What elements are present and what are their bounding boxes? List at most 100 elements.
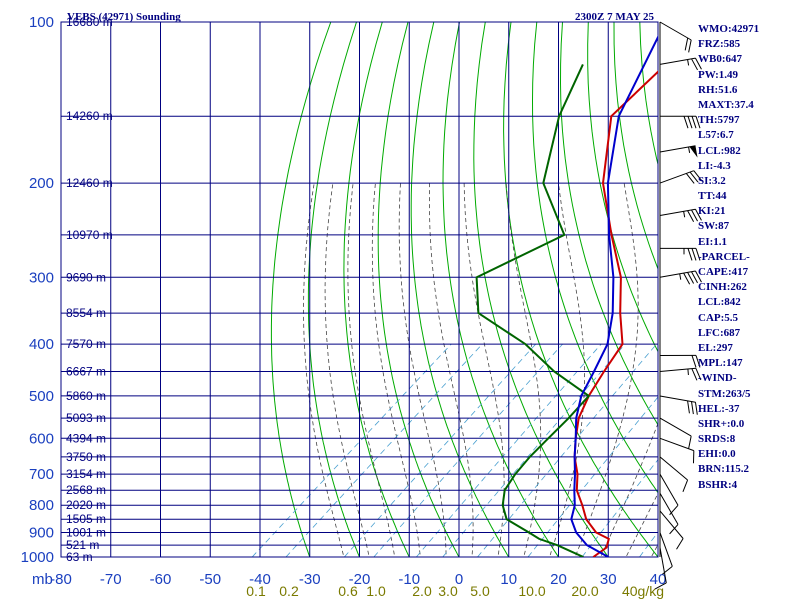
moist-adiabat	[398, 183, 447, 557]
barb-flag	[687, 272, 695, 284]
index-item: KI:21	[698, 205, 726, 218]
temperature-tick-label: -20	[349, 571, 371, 588]
pressure-tick-label: 900	[29, 525, 54, 542]
mixing-ratio-label: 2.0	[412, 583, 432, 599]
barb-half-flag	[687, 59, 690, 66]
index-item: BSHR:4	[698, 478, 738, 491]
wind-barb	[659, 247, 701, 261]
barb-flag	[691, 271, 698, 284]
pressure-tick-label: 500	[29, 388, 54, 405]
barb-flag	[691, 368, 698, 381]
barb-flag	[691, 116, 697, 129]
index-item: BRN:115.2	[698, 463, 750, 476]
profile-temperature	[573, 70, 658, 557]
barb-shaft	[659, 395, 696, 403]
chart-time: 2300Z 7 MAY 25	[575, 11, 654, 23]
profile-parcel	[570, 34, 658, 557]
mixing-ratio-label: 40g/kg	[622, 583, 664, 599]
height-label: 7570 m	[66, 337, 106, 351]
sounding-profiles	[475, 34, 658, 557]
barb-flag	[687, 210, 695, 223]
wind-barbs	[654, 21, 703, 590]
barb-shaft	[659, 417, 692, 437]
index-item: L57:6.7	[698, 129, 734, 142]
index-item: STM:263/5	[698, 387, 751, 400]
barb-shaft	[659, 270, 696, 278]
pressure-tick-label: 700	[29, 466, 54, 483]
moist-adiabat	[600, 422, 658, 557]
height-label: 2568 m	[66, 483, 106, 497]
mixing-ratio-label: 0.2	[279, 583, 299, 599]
barb-flag	[695, 57, 702, 70]
barb-flag	[688, 39, 692, 53]
temperature-tick-label: 20	[550, 571, 567, 588]
index-item: SHR+:0.0	[698, 417, 745, 430]
mixing-ratio-label: 5.0	[470, 583, 490, 599]
index-item: LFC:687	[698, 326, 741, 339]
sounding-indices-panel: WMO:42971 FRZ:585 WB0:647 PW:1.49 RH:51.6 MAX…	[698, 22, 798, 493]
barb-flag	[676, 538, 684, 550]
height-label: 8554 m	[66, 306, 106, 320]
barb-flag	[695, 209, 702, 221]
wind-barb	[659, 367, 702, 381]
wind-barb	[659, 510, 684, 550]
temperature-tick-label: -70	[100, 571, 122, 588]
moist-adiabat	[505, 183, 542, 557]
profile-dewpoint	[475, 63, 591, 557]
wind-barb	[659, 270, 702, 285]
barb-pennant	[689, 145, 698, 158]
index-item: CAPE:417	[698, 266, 749, 278]
chart-title: VEBS (42971) Sounding	[67, 11, 181, 23]
barb-flag	[683, 272, 691, 285]
wind-barb	[659, 456, 689, 492]
height-label: 3750 m	[66, 450, 106, 464]
barb-shaft	[659, 437, 694, 452]
wind-barb	[659, 395, 698, 415]
index-item: TT:44	[698, 190, 727, 203]
barb-shaft	[659, 21, 692, 41]
temperature-tick-label: 40	[650, 571, 667, 588]
barb-flag	[687, 400, 690, 414]
barb-half-flag	[683, 211, 686, 218]
wind-barb	[659, 417, 692, 449]
barb-shaft	[659, 510, 684, 539]
index-item: WB0:647	[698, 53, 742, 66]
wind-barb	[659, 170, 703, 184]
isotherm-lines	[61, 22, 658, 557]
height-label: 1505 m	[66, 512, 106, 526]
height-label: 14260 m	[66, 109, 113, 123]
wind-barb	[659, 57, 702, 71]
barb-shaft	[659, 208, 696, 217]
index-item: -PARCEL-	[698, 250, 750, 263]
height-label: 4394 m	[66, 431, 106, 445]
barb-half-flag	[679, 273, 682, 280]
barb-shaft	[659, 367, 696, 372]
wind-barb	[659, 145, 698, 158]
barb-flag	[682, 479, 689, 492]
barb-flag	[687, 116, 693, 129]
moist-adiabat	[463, 183, 505, 557]
barb-flag	[669, 524, 679, 535]
index-item: SW:87	[698, 220, 730, 233]
barb-shaft	[659, 473, 679, 506]
barb-flag	[691, 401, 694, 415]
index-item: MPL:147	[698, 357, 743, 370]
temperature-tick-label: -40	[249, 571, 271, 588]
mixing-ratio-label: 3.0	[438, 583, 458, 599]
wind-barb	[659, 208, 702, 223]
barb-flag	[689, 171, 699, 183]
barb-shaft	[659, 57, 696, 65]
temperature-tick-label: -30	[299, 571, 321, 588]
index-item: PW:1.49	[698, 68, 739, 81]
barb-shaft	[659, 456, 688, 481]
index-item: EL:297	[698, 341, 733, 354]
height-label: 16680 m	[66, 15, 113, 29]
temperature-tick-label: 0	[455, 571, 463, 588]
wind-barb	[659, 532, 673, 575]
index-item: CINH:262	[698, 281, 747, 294]
moist-adiabat	[429, 183, 474, 557]
barb-flag	[685, 173, 695, 184]
barb-flag	[694, 402, 698, 415]
index-item: LI:-4.3	[698, 159, 731, 172]
barb-shaft	[659, 492, 679, 525]
